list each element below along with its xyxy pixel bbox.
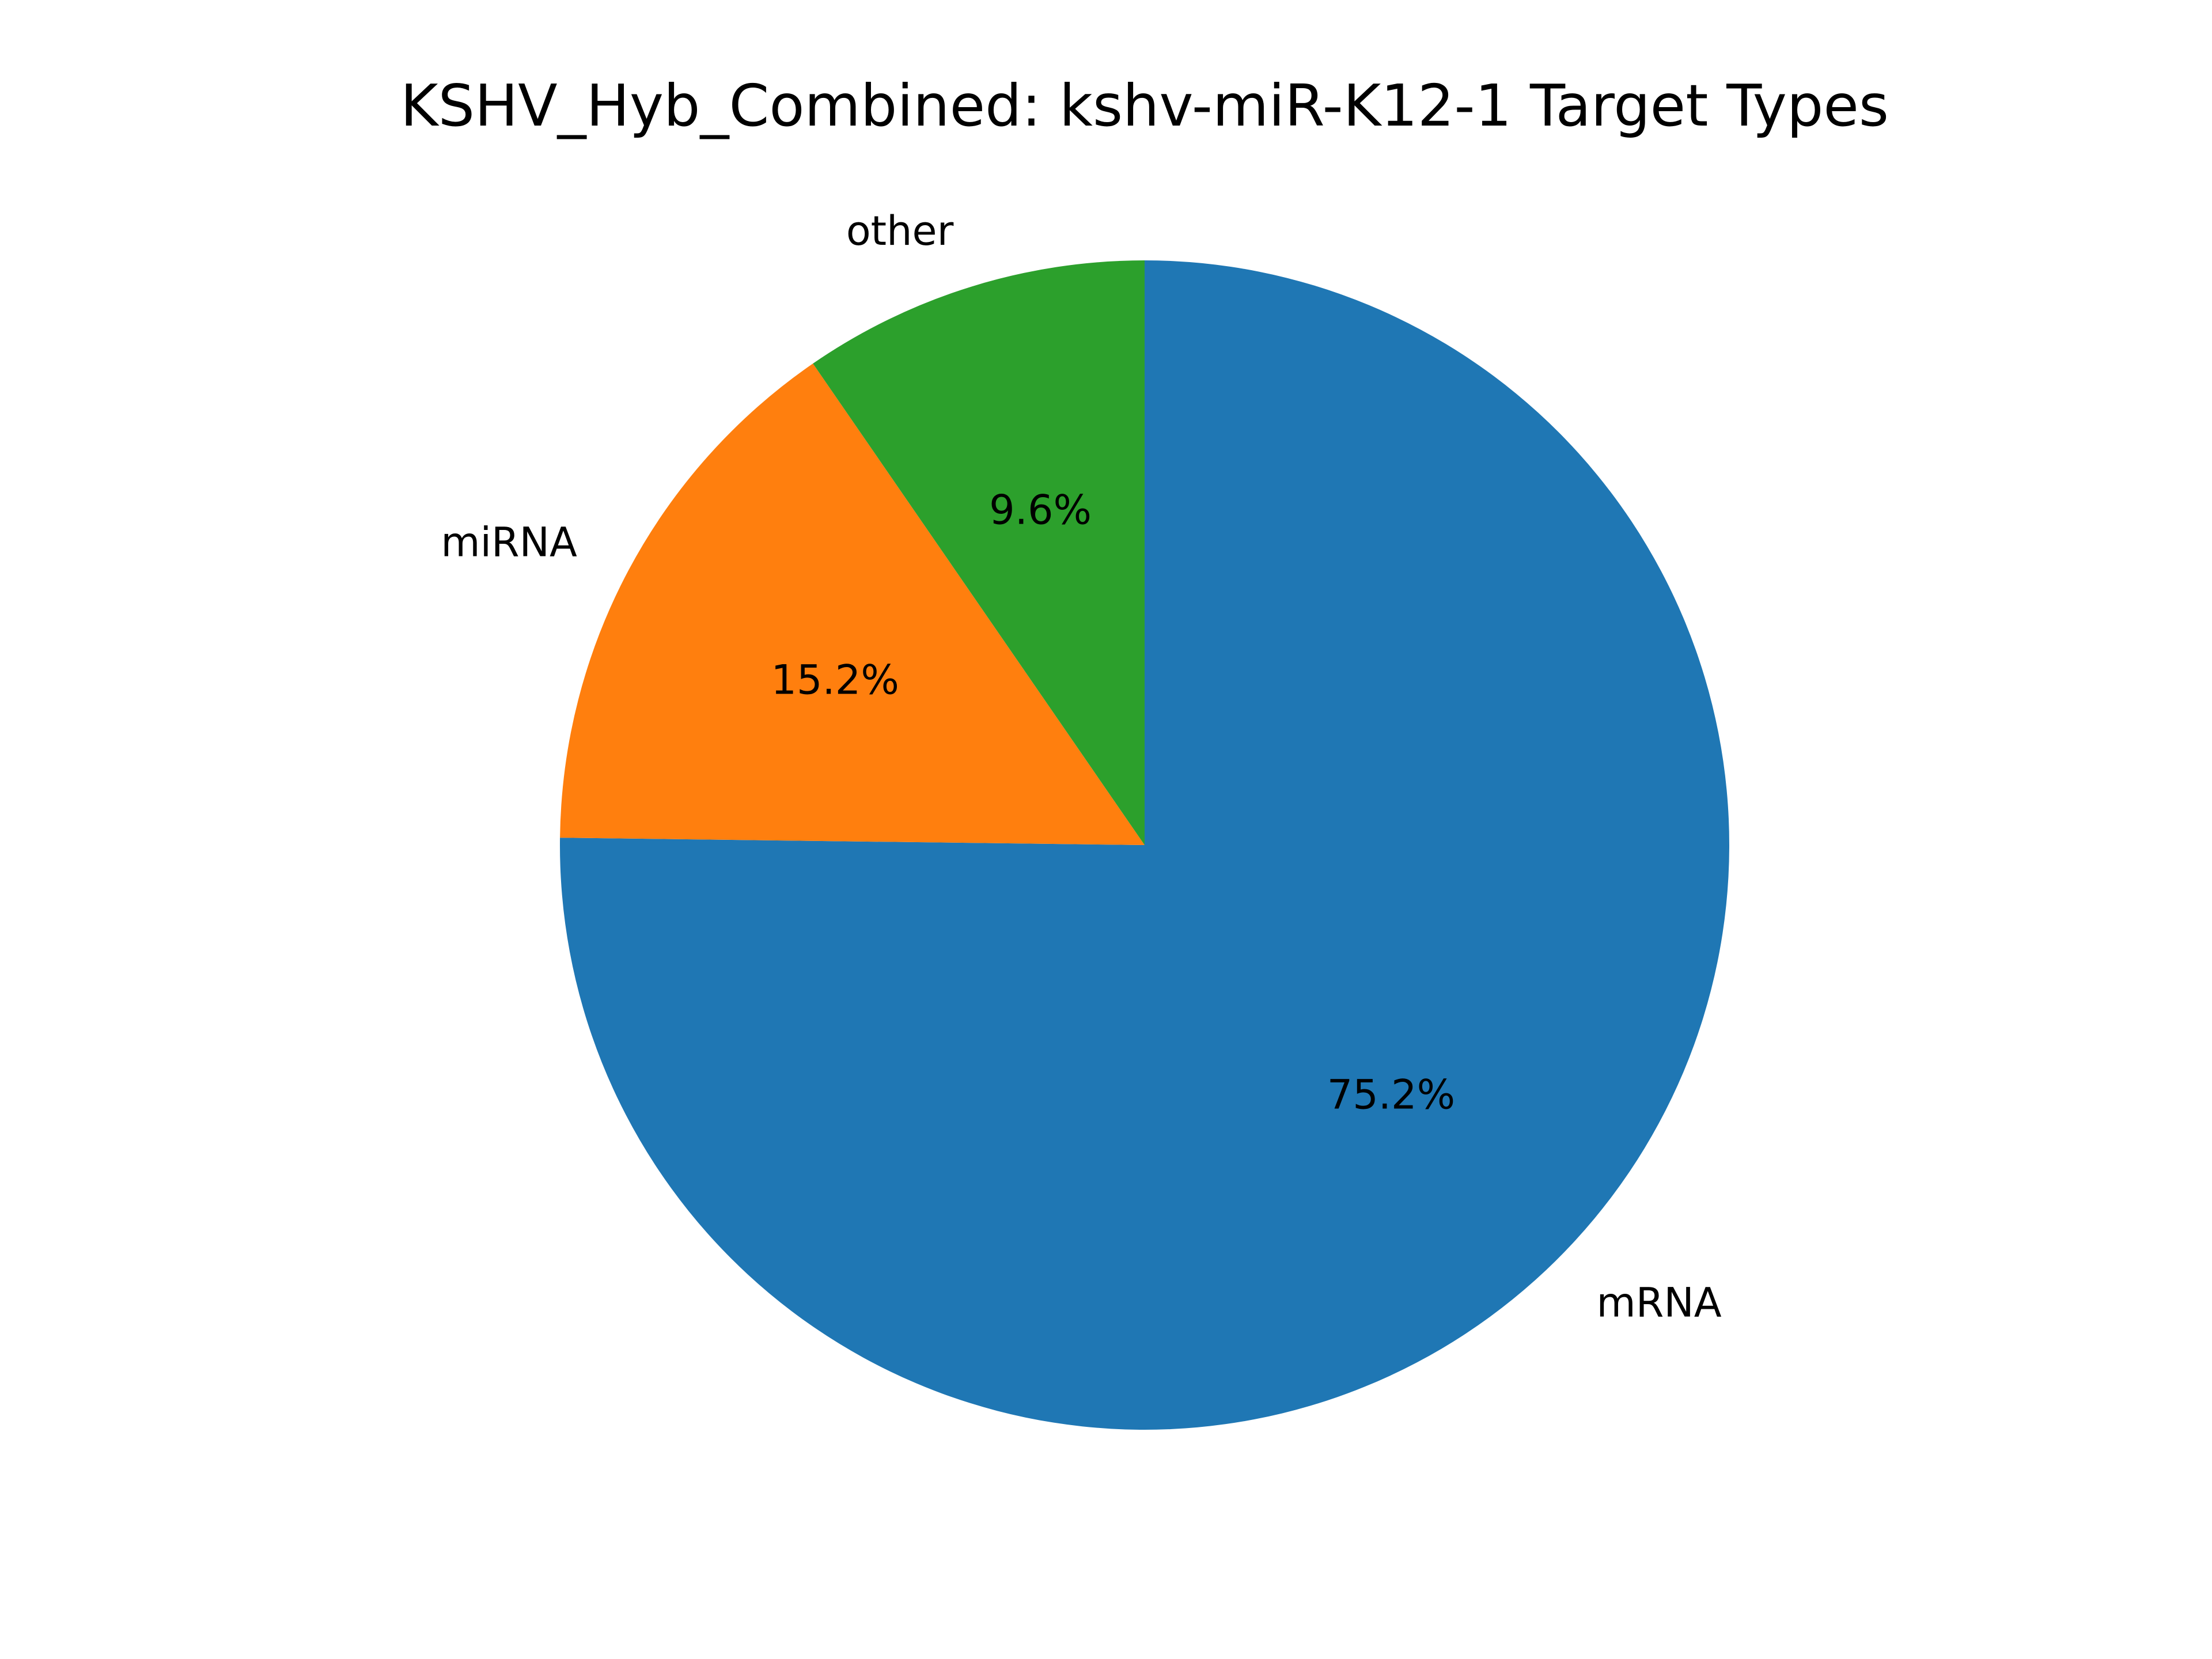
slice-percent-mirna: 15.2% [771,656,899,703]
slice-label-other: other [846,207,954,255]
slice-label-mirna: miRNA [441,518,577,566]
pie-slices [559,260,1729,1430]
pie-labels: mRNA 75.2% miRNA 15.2% other 9.6% [441,207,1721,1327]
pie-slice-other [813,260,1145,845]
pie-slice-mirna [560,363,1145,845]
chart-title: KSHV_Hyb_Combined: kshv-miR-K12-1 Target… [400,72,1889,139]
slice-label-mrna: mRNA [1597,1279,1722,1326]
slice-percent-other: 9.6% [989,486,1092,533]
slice-percent-mrna: 75.2% [1327,1071,1455,1118]
